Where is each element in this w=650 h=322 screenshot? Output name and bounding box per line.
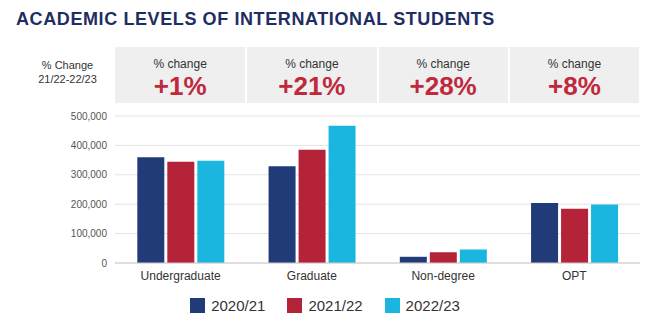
html-text:2020/21: 2020/21 [211, 297, 266, 314]
html-text:% change: % change [285, 57, 339, 71]
svg-text:0: 0 [101, 258, 107, 269]
svg-text:300,000: 300,000 [71, 169, 108, 180]
svg-text:OPT: OPT [562, 269, 587, 283]
html-text:21/22-22/23: 21/22-22/23 [38, 73, 97, 85]
html-text:2022/23: 2022/23 [405, 297, 460, 314]
html-text:+21%: +21% [278, 71, 346, 101]
svg-text:500,000: 500,000 [71, 111, 108, 122]
html-text:2021/22: 2021/22 [308, 297, 363, 314]
html-text:% change: % change [547, 57, 602, 71]
html-text:% change: % change [153, 57, 207, 71]
svg-text:200,000: 200,000 [71, 199, 108, 210]
svg-text:Undergraduate: Undergraduate [141, 269, 221, 283]
html-text:% change: % change [416, 57, 470, 71]
svg-text:400,000: 400,000 [71, 140, 108, 151]
svg-text:Non-degree: Non-degree [411, 269, 475, 283]
svg-text:100,000: 100,000 [71, 228, 108, 239]
html-text:ACADEMIC LEVELS OF INTERNATION: ACADEMIC LEVELS OF INTERNATIONAL STUDENT… [16, 9, 495, 29]
html-text:+28%: +28% [409, 71, 477, 101]
svg-text:Graduate: Graduate [287, 269, 337, 283]
html-text:% Change: % Change [41, 59, 94, 71]
html-text:+1%: +1% [153, 71, 207, 101]
html-text:+8%: +8% [548, 71, 601, 101]
